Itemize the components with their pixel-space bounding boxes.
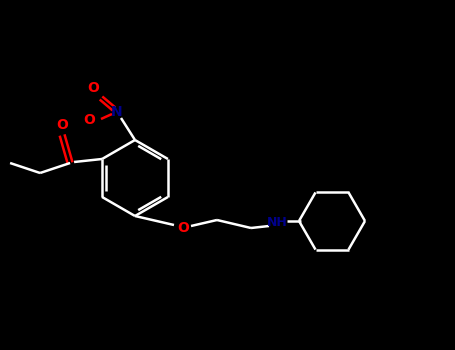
Text: O: O [87, 81, 99, 95]
Text: NH: NH [267, 217, 288, 230]
Text: O: O [177, 221, 189, 235]
Text: N: N [111, 105, 123, 119]
Text: O: O [56, 118, 68, 132]
Text: O: O [83, 113, 95, 127]
